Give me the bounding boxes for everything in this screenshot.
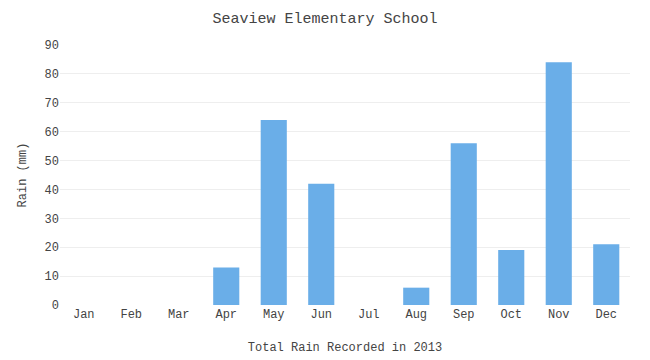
svg-text:30: 30 <box>45 213 59 227</box>
svg-text:0: 0 <box>52 299 59 313</box>
svg-text:Jul: Jul <box>358 308 380 322</box>
svg-text:May: May <box>263 308 285 322</box>
svg-text:40: 40 <box>45 184 59 198</box>
svg-text:80: 80 <box>45 68 59 82</box>
svg-text:Feb: Feb <box>120 308 142 322</box>
svg-text:Sep: Sep <box>453 308 475 322</box>
svg-text:Oct: Oct <box>500 308 522 322</box>
svg-text:10: 10 <box>45 270 59 284</box>
svg-text:Aug: Aug <box>405 308 427 322</box>
svg-text:Total Rain Recorded in 2013: Total Rain Recorded in 2013 <box>248 341 442 355</box>
svg-text:Seaview Elementary School: Seaview Elementary School <box>212 11 437 28</box>
svg-text:Rain (mm): Rain (mm) <box>16 143 30 208</box>
svg-text:Jan: Jan <box>73 308 95 322</box>
svg-text:70: 70 <box>45 97 59 111</box>
svg-text:90: 90 <box>45 39 59 53</box>
svg-text:Mar: Mar <box>168 308 190 322</box>
svg-text:Dec: Dec <box>595 308 617 322</box>
svg-text:Nov: Nov <box>548 308 570 322</box>
svg-text:50: 50 <box>45 155 59 169</box>
svg-text:60: 60 <box>45 126 59 140</box>
svg-text:Apr: Apr <box>215 308 237 322</box>
svg-text:Jun: Jun <box>310 308 332 322</box>
svg-text:20: 20 <box>45 241 59 255</box>
